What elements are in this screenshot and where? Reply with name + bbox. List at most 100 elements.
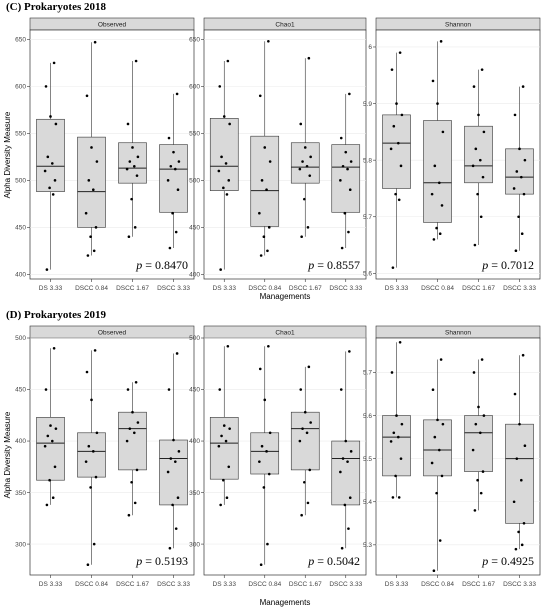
y-tick-label: 650 — [189, 37, 200, 44]
panel-chao1: Chao1 300 350 400 450 500 DS 3.33 DSCC 0.84 DSCC… — [189, 325, 367, 588]
data-point — [51, 193, 55, 196]
x-tick-label: DSCC 0.84 — [421, 581, 454, 588]
y-tick-label: 5.8 — [363, 157, 372, 164]
data-point — [308, 468, 312, 472]
box-dscc-3-33 — [331, 440, 361, 506]
data-point — [479, 431, 482, 435]
data-point — [477, 405, 480, 409]
data-point — [301, 160, 304, 163]
y-tick-label: 550 — [15, 131, 26, 138]
data-point — [391, 266, 395, 269]
data-point — [392, 431, 396, 435]
data-point — [54, 427, 58, 430]
box-ds-3-33 — [209, 417, 239, 480]
data-point — [126, 388, 130, 391]
data-point — [515, 457, 519, 460]
box-dscc-0-84 — [423, 419, 452, 477]
y-tick-label: 5.9 — [363, 101, 372, 108]
data-point — [128, 427, 132, 430]
data-point — [471, 164, 475, 168]
box-ds-3-33 — [36, 417, 65, 481]
data-point — [520, 543, 524, 547]
data-point — [391, 496, 395, 499]
data-point — [394, 474, 397, 478]
data-point — [395, 102, 398, 105]
data-point — [339, 179, 342, 182]
data-point — [134, 59, 138, 63]
box-dscc-0-84 — [423, 120, 452, 223]
p-symbol: p — [481, 258, 491, 272]
data-point — [303, 480, 306, 484]
data-point — [482, 130, 486, 134]
data-point — [339, 136, 343, 140]
data-point — [177, 450, 181, 453]
data-point — [515, 170, 519, 173]
data-point — [398, 51, 402, 54]
data-point — [301, 427, 304, 430]
data-point — [474, 422, 478, 426]
data-point — [480, 68, 484, 71]
y-tick-label: 450 — [15, 387, 26, 394]
data-point — [513, 113, 517, 117]
data-point — [397, 435, 400, 439]
data-point — [51, 496, 55, 500]
data-point — [471, 448, 475, 452]
y-tick-label: 5.6 — [363, 271, 372, 278]
data-point — [127, 513, 131, 517]
data-point — [135, 174, 139, 177]
data-point — [46, 434, 50, 438]
data-point — [52, 347, 56, 350]
panel-shannon: Shannon 5.6 5.7 5.8 5.9 6 DS 3.33 DSCC 0.84 DSCC… — [363, 17, 541, 292]
data-point — [438, 181, 441, 185]
p-value-annotation: p = 0.4925 — [481, 554, 534, 568]
box-dscc-3-33 — [505, 423, 534, 524]
data-point — [309, 155, 312, 159]
data-point — [84, 211, 88, 215]
data-point — [166, 179, 170, 182]
y-tick-label: 500 — [189, 335, 200, 342]
data-point — [439, 40, 443, 43]
data-point — [431, 388, 435, 392]
data-point — [258, 460, 261, 463]
data-point — [480, 358, 484, 361]
p-value-annotation: p = 0.5193 — [135, 554, 188, 568]
data-point — [472, 371, 476, 374]
box-dscc-1-67 — [118, 411, 147, 471]
data-point — [479, 158, 482, 162]
y-tick-label: 500 — [15, 178, 26, 185]
data-point — [258, 211, 261, 215]
x-tick-label: DSCC 0.84 — [75, 581, 108, 588]
data-point — [267, 226, 271, 229]
data-point — [89, 486, 92, 489]
data-point — [305, 164, 309, 168]
data-point — [479, 491, 483, 495]
x-tick-label: DS 3.33 — [213, 581, 237, 588]
data-point — [168, 546, 172, 550]
data-point — [52, 61, 56, 65]
data-point — [346, 167, 349, 171]
box-ds-3-33 — [382, 114, 411, 189]
y-tick-label: 5.7 — [363, 214, 372, 221]
data-point — [309, 421, 312, 424]
data-point — [339, 388, 343, 391]
data-point — [523, 158, 527, 162]
data-point — [166, 470, 170, 474]
y-axis-title: Alpha Diversity Measure — [3, 411, 12, 498]
x-tick-label: DS 3.33 — [385, 285, 409, 292]
y-tick-label: 300 — [15, 541, 26, 548]
data-point — [133, 431, 136, 435]
x-tick-label: DSCC 3.33 — [329, 285, 362, 292]
x-tick-label: DSCC 3.33 — [503, 285, 536, 292]
data-point — [435, 491, 438, 495]
data-point — [400, 422, 404, 426]
x-tick-label: DSCC 1.67 — [462, 285, 495, 292]
data-point — [306, 501, 310, 505]
data-point — [49, 115, 52, 118]
p-symbol: p — [135, 554, 145, 568]
p-symbol: p — [135, 258, 145, 272]
p-value: = 0.8557 — [317, 258, 360, 272]
box-dscc-3-33 — [505, 148, 534, 195]
data-point — [348, 92, 351, 96]
data-point — [305, 431, 309, 435]
p-symbol: p — [481, 554, 491, 568]
